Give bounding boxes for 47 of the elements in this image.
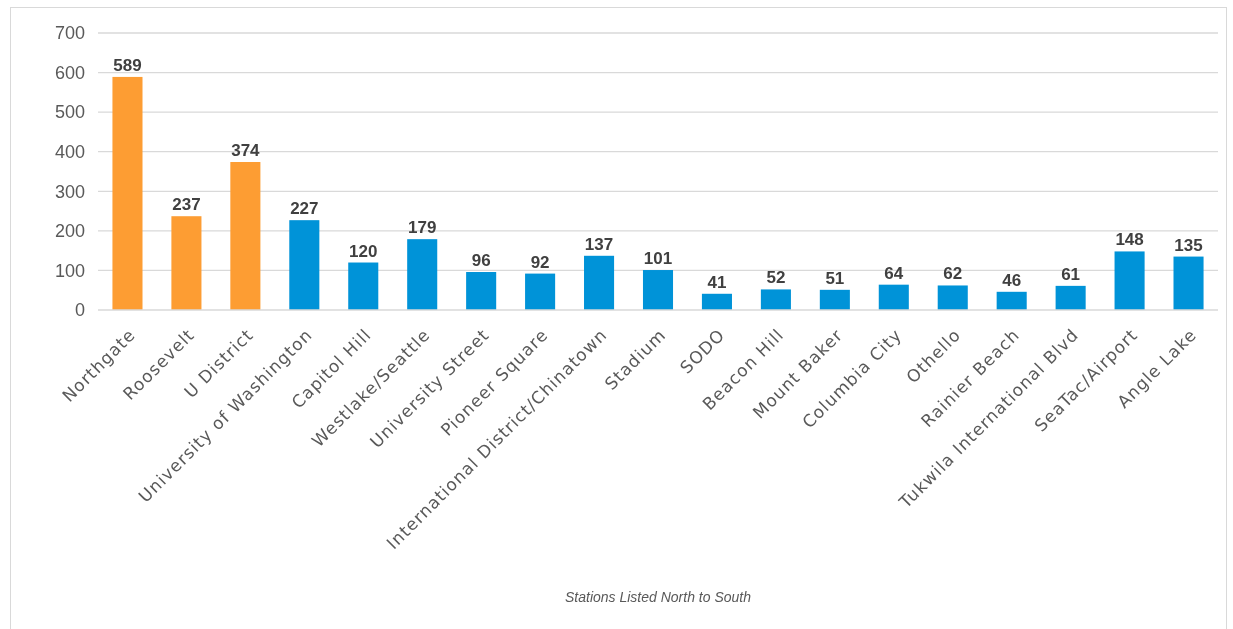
bar <box>171 216 202 310</box>
y-tick-label: 500 <box>54 102 85 123</box>
data-label: 148 <box>1115 230 1144 250</box>
data-label: 51 <box>825 268 845 288</box>
bar <box>525 273 556 310</box>
data-label: 64 <box>884 263 904 283</box>
data-label: 41 <box>707 272 727 292</box>
bar <box>1173 256 1204 310</box>
bar <box>112 76 143 310</box>
bar <box>289 220 320 310</box>
bar <box>760 289 791 310</box>
data-label: 62 <box>943 264 963 284</box>
bar <box>1055 285 1086 310</box>
data-label: 589 <box>113 55 142 75</box>
data-label: 61 <box>1061 264 1081 284</box>
bar <box>407 239 438 310</box>
x-axis-title: Stations Listed North to South <box>565 589 752 605</box>
data-label: 227 <box>290 199 319 219</box>
data-label: 374 <box>231 141 261 160</box>
data-label: 46 <box>1002 270 1022 290</box>
y-tick-label: 700 <box>54 23 85 44</box>
data-label: 101 <box>643 249 673 269</box>
data-label: 92 <box>530 252 550 272</box>
y-tick-label: 400 <box>54 141 85 162</box>
bar <box>466 272 497 310</box>
y-tick-label: 100 <box>54 260 85 281</box>
bar <box>819 289 850 310</box>
y-tick-label: 200 <box>54 221 85 242</box>
bar <box>878 284 909 310</box>
bar <box>701 293 732 310</box>
data-label: 96 <box>471 251 491 271</box>
bar <box>584 255 615 310</box>
data-label: 52 <box>766 268 786 288</box>
y-tick-label: 0 <box>74 300 85 321</box>
bar <box>996 291 1027 310</box>
bar <box>348 262 379 310</box>
bar <box>230 162 261 310</box>
data-label: 137 <box>584 234 614 254</box>
data-label: 237 <box>172 195 201 215</box>
data-label: 120 <box>349 241 378 261</box>
bar <box>1114 251 1145 310</box>
y-tick-label: 600 <box>54 62 85 83</box>
data-label: 179 <box>408 218 437 238</box>
bar <box>937 285 968 310</box>
data-label: 135 <box>1174 235 1203 255</box>
bar <box>642 270 674 310</box>
y-tick-label: 300 <box>54 181 85 202</box>
